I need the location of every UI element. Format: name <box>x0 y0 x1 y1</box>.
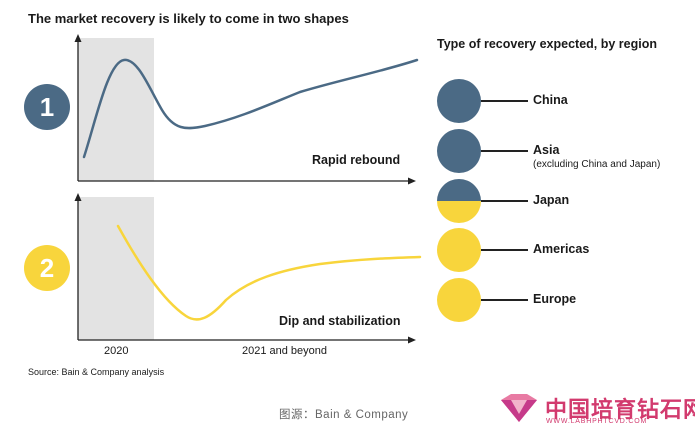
bottom-x-arrow <box>408 336 416 344</box>
legend-item-japan: Japan <box>437 179 687 223</box>
legend-label-asia: Asia <box>533 143 560 157</box>
legend-label-europe: Europe <box>533 292 577 306</box>
legend-circle-china <box>437 79 481 123</box>
legend-connector <box>481 150 528 152</box>
chart-title: The market recovery is likely to come in… <box>28 11 349 26</box>
legend-item-europe: Europe <box>437 278 687 322</box>
legend-label-japan: Japan <box>533 193 570 207</box>
top-y-arrow <box>74 34 82 42</box>
legend-connector <box>481 100 528 102</box>
diamond-logo-icon <box>501 394 537 422</box>
legend-circle-asia <box>437 129 481 173</box>
legend-item-china: China <box>437 79 687 123</box>
source-note: Source: Bain & Company analysis <box>28 367 165 377</box>
rapid-rebound-curve <box>82 58 419 159</box>
legend-connector <box>481 249 528 251</box>
legend-sublabel-asia: (excluding China and Japan) <box>533 159 661 170</box>
legend-label-china: China <box>533 93 568 107</box>
rapid-rebound-label: Rapid rebound <box>312 153 401 167</box>
shape-1-badge: 1 <box>24 84 70 130</box>
legend-circle-americas <box>437 228 481 272</box>
legend-item-asia: Asia (excluding China and Japan) <box>437 129 687 173</box>
shade-2020-bottom <box>78 197 154 340</box>
legend-item-americas: Americas <box>437 228 687 272</box>
legend-label-americas: Americas <box>533 242 590 256</box>
shade-2020-top <box>78 38 154 181</box>
top-x-arrow <box>408 177 416 185</box>
bottom-y-arrow <box>74 193 82 201</box>
legend-circle-japan <box>437 179 481 223</box>
watermark-text: 中国培育钻石网 <box>545 397 695 422</box>
recovery-curves-diagram <box>74 34 422 344</box>
shape-2-badge: 2 <box>24 245 70 291</box>
dip-stabilization-curve <box>116 224 422 321</box>
legend-circle-europe <box>437 278 481 322</box>
legend-connector <box>481 299 528 301</box>
dip-stabilization-label: Dip and stabilization <box>279 314 401 328</box>
watermark-url: WWW.LABHPHTCVD.COM <box>546 418 648 425</box>
legend-connector <box>481 200 528 202</box>
image-credit: 图源：Bain & Company <box>279 409 409 421</box>
axis-label-2021-beyond: 2021 and beyond <box>242 345 328 357</box>
legend-title: Type of recovery expected, by region <box>437 37 657 51</box>
axis-label-2020: 2020 <box>104 345 129 357</box>
